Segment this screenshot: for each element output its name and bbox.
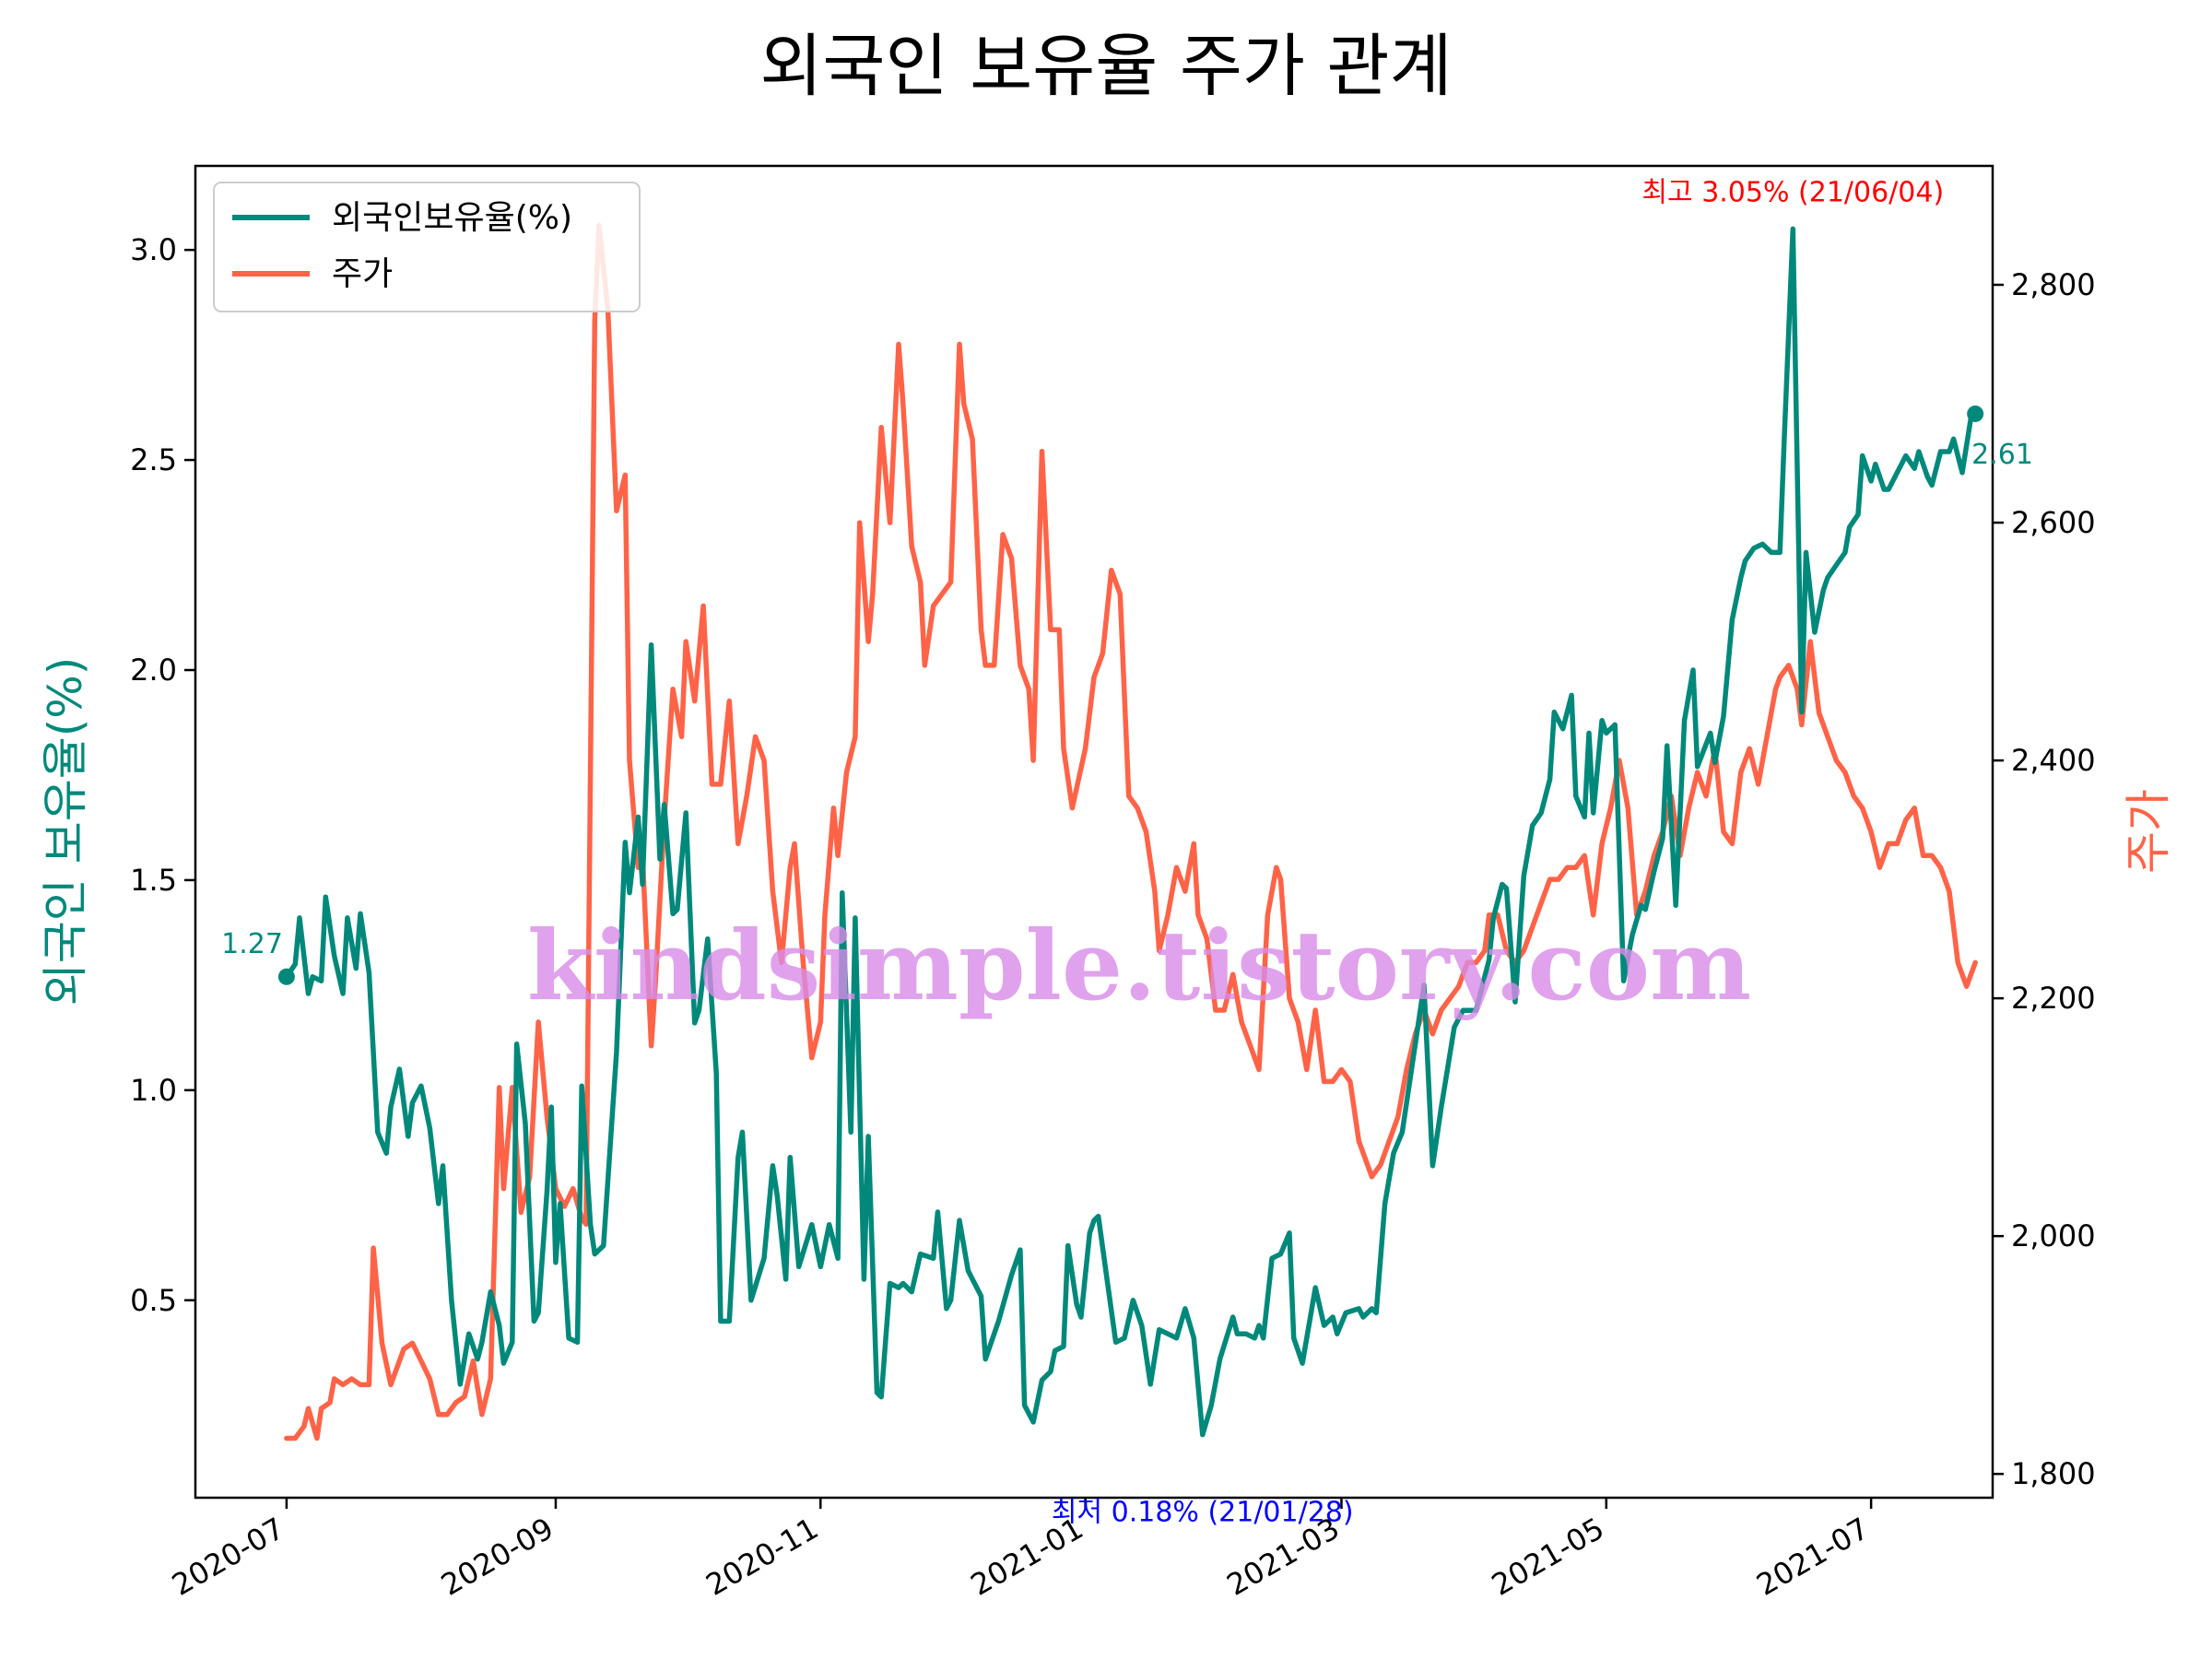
legend-box bbox=[213, 182, 641, 312]
stock-price-line bbox=[284, 222, 1978, 1441]
chart-title: 외국인 보유율 주가 관계 bbox=[759, 27, 1452, 106]
y-left-tick-label: 1.5 bbox=[130, 863, 177, 898]
y-right-tick-label: 1,800 bbox=[2011, 1456, 2096, 1491]
y-left-tick-label: 3.0 bbox=[130, 232, 177, 267]
y-axis-right: 1,800 2,000 2,200 2,400 2,600 2,800 bbox=[1993, 267, 2096, 1491]
watermark: kindsimple.tistory.com bbox=[527, 909, 1751, 1022]
series-layer bbox=[277, 222, 1984, 1441]
legend: 외국인보유율(%) 주가 bbox=[213, 182, 641, 312]
y-left-tick-label: 2.0 bbox=[130, 653, 177, 688]
legend-label-price: 주가 bbox=[332, 255, 393, 293]
start-value-label: 1.27 bbox=[221, 928, 283, 960]
y-right-tick-label: 2,800 bbox=[2011, 267, 2096, 302]
y-left-tick-label: 2.5 bbox=[130, 442, 177, 477]
min-annotation: 최저 0.18% (21/01/28) bbox=[1052, 1497, 1354, 1529]
y-right-tick-label: 2,000 bbox=[2011, 1218, 2096, 1253]
y-right-tick-label: 2,600 bbox=[2011, 505, 2096, 540]
max-annotation: 최고 3.05% (21/06/04) bbox=[1641, 176, 1944, 208]
y-axis-left: 0.5 1.0 1.5 2.0 2.5 3.0 bbox=[130, 232, 195, 1318]
start-point-marker bbox=[277, 968, 295, 985]
y-right-tick-label: 2,400 bbox=[2011, 743, 2096, 778]
end-point-marker bbox=[1967, 405, 1984, 422]
foreign-ownership-line bbox=[284, 226, 1978, 1438]
y-right-tick-label: 2,200 bbox=[2011, 981, 2096, 1016]
y-left-tick-label: 1.0 bbox=[130, 1073, 177, 1108]
y-axis-left-label: 외국인 보유율(%) bbox=[39, 657, 92, 1006]
y-axis-right-label: 주가 bbox=[2122, 789, 2175, 874]
end-value-label: 2.61 bbox=[1971, 439, 2033, 471]
plot-frame bbox=[194, 164, 1994, 1500]
y-left-tick-label: 0.5 bbox=[130, 1283, 177, 1318]
legend-label-foreign: 외국인보유율(%) bbox=[332, 199, 572, 237]
